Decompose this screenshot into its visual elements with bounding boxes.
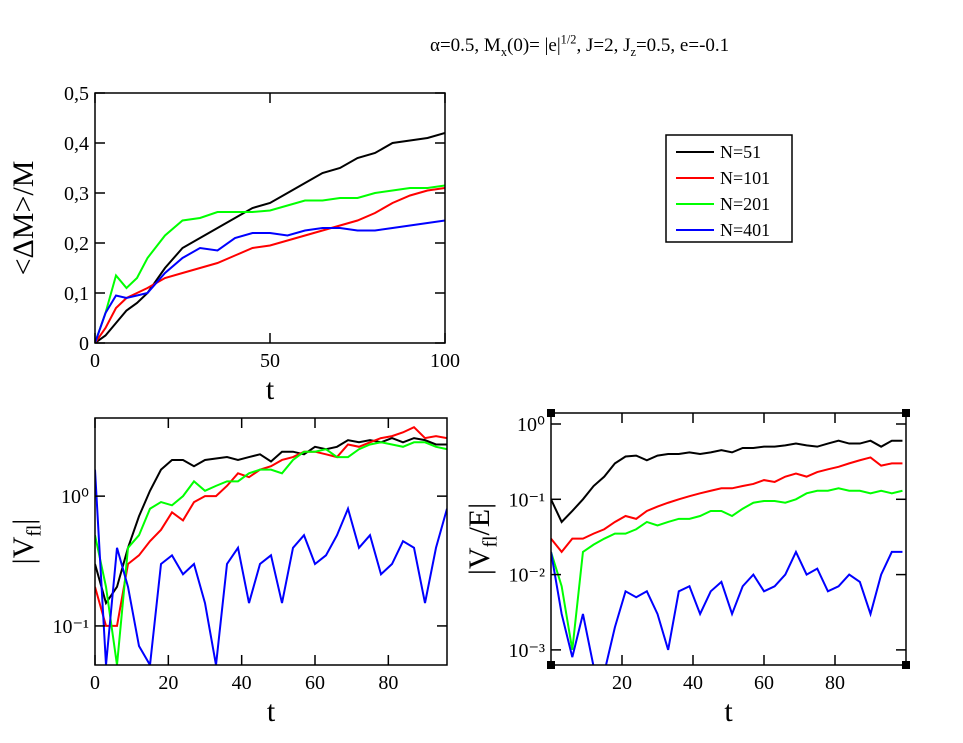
y-tick-label: 10⁻³: [508, 640, 545, 662]
series-line: [551, 456, 903, 554]
series-line: [551, 487, 903, 651]
y-tick-label: 10⁻²: [508, 565, 545, 587]
y-tick-label: 10⁰: [517, 414, 545, 436]
series-line: [95, 425, 447, 627]
x-tick-label: 40: [683, 672, 703, 694]
y-tick-label: 10⁻¹: [52, 616, 89, 638]
legend-label: N=201: [720, 194, 770, 214]
chart-title-part: , J=2, J: [576, 35, 630, 56]
plot-frame: [94, 92, 446, 344]
y-tick-label: 0,3: [64, 183, 89, 205]
x-tick-label: 20: [158, 672, 178, 694]
x-axis-label-part: t: [266, 373, 275, 406]
y-axis-label-part: |V: [7, 536, 40, 564]
corner-handle: [547, 661, 555, 669]
x-axis-label-part: t: [267, 695, 276, 728]
series-line: [95, 132, 445, 343]
x-axis-label: t: [724, 695, 733, 728]
y-tick-label: 0,5: [64, 83, 89, 105]
chart-title-part: x: [501, 45, 508, 59]
legend-label: N=401: [720, 220, 770, 240]
x-tick-label: 60: [754, 672, 774, 694]
corner-handle: [902, 409, 910, 417]
y-tick-label: 0: [79, 333, 89, 355]
chart-title-part: =0.5, e=-0.1: [636, 35, 729, 56]
series-line: [551, 439, 903, 524]
y-axis-label: |Vfl|: [7, 519, 46, 565]
plot-lines: [95, 132, 445, 343]
x-tick-label: 20: [612, 672, 632, 694]
plot-lines: [551, 439, 903, 665]
chart-title-part: z: [630, 45, 636, 59]
plot-frame: [550, 412, 907, 666]
legend-label: N=51: [720, 142, 761, 162]
chart-title-part: α=0.5, M: [430, 35, 501, 56]
corner-handle: [902, 661, 910, 669]
series-line: [95, 184, 445, 343]
series-line: [95, 469, 447, 665]
y-axis-label: |Vfl/E|: [463, 503, 502, 575]
series-line: [95, 441, 447, 665]
x-tick-label: 60: [305, 672, 325, 694]
y-tick-label: 0,2: [64, 233, 89, 255]
series-line: [95, 219, 445, 343]
x-tick-label: 0: [90, 672, 100, 694]
x-tick-label: 80: [825, 672, 845, 694]
chart-title-part: 1/2: [561, 32, 577, 46]
x-axis-label: t: [266, 373, 275, 406]
y-axis-label-part: <ΔM>/M: [7, 161, 40, 276]
y-axis-label: <ΔM>/M: [7, 161, 40, 276]
chart-title: α=0.5, Mx(0)= |e|1/2, J=2, Jz=0.5, e=-0.…: [430, 32, 729, 58]
y-tick-label: 0,1: [64, 283, 89, 305]
y-tick-label: 0,4: [64, 133, 89, 155]
legend-label: N=101: [720, 168, 770, 188]
x-axis-label: t: [267, 695, 276, 728]
x-tick-label: 50: [260, 350, 280, 372]
y-axis-label-part: fl: [481, 535, 502, 547]
plot-frame: [94, 417, 448, 666]
x-tick-label: 100: [430, 350, 460, 372]
x-axis-label-part: t: [724, 695, 733, 728]
y-axis-label-part: |V: [463, 547, 496, 575]
chart-title-part: (0)= |e|: [507, 35, 561, 56]
x-tick-label: 40: [232, 672, 252, 694]
x-tick-label: 0: [90, 350, 100, 372]
series-line: [551, 549, 903, 665]
x-tick-label: 80: [378, 672, 398, 694]
series-line: [95, 437, 447, 606]
series-line: [95, 187, 445, 343]
y-tick-label: 10⁻¹: [508, 489, 545, 511]
y-axis-label-part: /E|: [463, 503, 496, 536]
plot-lines: [95, 425, 447, 665]
y-axis-label-part: |: [7, 519, 40, 525]
y-tick-label: 10⁰: [61, 486, 89, 508]
y-axis-label-part: fl: [25, 524, 46, 536]
corner-handle: [547, 409, 555, 417]
